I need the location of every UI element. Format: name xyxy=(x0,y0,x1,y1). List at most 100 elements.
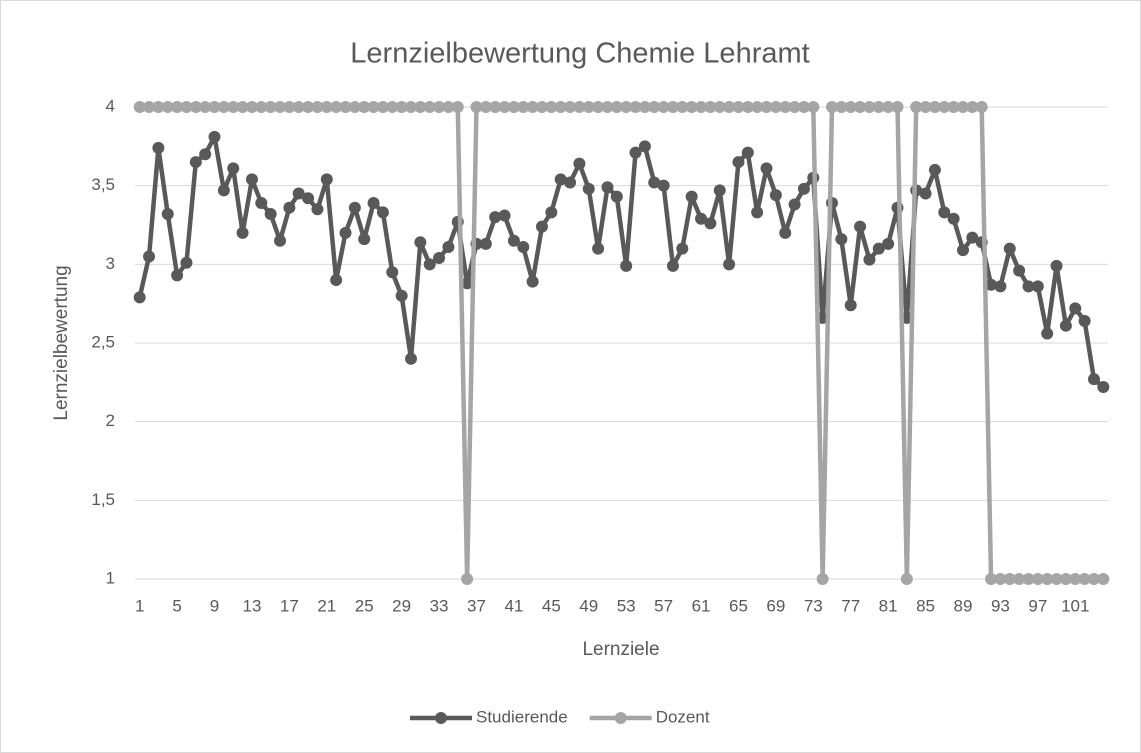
data-point xyxy=(1059,573,1072,585)
data-point xyxy=(723,258,736,271)
data-point xyxy=(554,173,567,186)
data-point xyxy=(713,184,726,197)
data-point xyxy=(1041,327,1054,340)
data-point xyxy=(489,101,502,113)
data-point xyxy=(320,101,333,113)
data-point xyxy=(816,573,829,585)
data-point xyxy=(423,101,436,113)
data-point xyxy=(956,101,969,113)
x-tick-label: 29 xyxy=(392,596,411,615)
data-point xyxy=(461,573,474,585)
data-point xyxy=(264,207,277,220)
data-point xyxy=(433,252,446,265)
x-tick-label: 53 xyxy=(617,596,636,615)
data-point xyxy=(330,274,343,287)
data-point xyxy=(676,101,689,113)
legend-label: Dozent xyxy=(656,707,710,726)
data-point xyxy=(610,190,623,203)
data-point xyxy=(695,101,708,113)
data-point xyxy=(863,253,876,266)
x-tick-label: 73 xyxy=(804,596,823,615)
data-point xyxy=(620,259,633,272)
data-point xyxy=(601,181,614,194)
x-tick-label: 81 xyxy=(879,596,898,615)
x-tick-label: 57 xyxy=(654,596,673,615)
data-point xyxy=(152,141,165,154)
data-point xyxy=(751,206,764,219)
data-point xyxy=(854,220,867,233)
data-point xyxy=(1059,319,1072,332)
data-point xyxy=(227,101,240,113)
y-tick-label: 2,5 xyxy=(91,332,115,351)
data-point xyxy=(367,101,380,113)
data-point xyxy=(1003,242,1016,255)
data-point xyxy=(283,101,296,113)
data-point xyxy=(564,101,577,113)
data-point xyxy=(985,278,998,291)
data-point xyxy=(844,299,857,312)
data-point xyxy=(938,206,951,219)
data-point xyxy=(180,101,193,113)
data-point xyxy=(367,196,380,209)
data-point xyxy=(302,192,315,205)
data-point xyxy=(208,130,221,143)
data-point xyxy=(1031,280,1044,293)
data-point xyxy=(582,101,595,113)
data-point xyxy=(760,162,773,175)
data-point xyxy=(872,101,885,113)
y-tick-label: 2 xyxy=(106,411,115,430)
data-point xyxy=(835,101,848,113)
data-point xyxy=(414,236,427,249)
data-point xyxy=(274,234,287,247)
data-point xyxy=(423,258,436,271)
data-point xyxy=(554,101,567,113)
data-point xyxy=(171,101,184,113)
legend-marker xyxy=(435,712,447,724)
data-point xyxy=(339,226,352,239)
data-point xyxy=(535,220,548,233)
data-point xyxy=(648,176,661,189)
data-point xyxy=(339,101,352,113)
data-point xyxy=(274,101,287,113)
data-point xyxy=(947,212,960,225)
data-point xyxy=(1078,314,1091,327)
data-point xyxy=(208,101,221,113)
data-point xyxy=(1022,280,1035,293)
data-point xyxy=(713,101,726,113)
data-point xyxy=(479,237,492,250)
data-point xyxy=(1003,573,1016,585)
data-point xyxy=(629,101,642,113)
data-point xyxy=(404,101,417,113)
y-tick-label: 1 xyxy=(106,568,115,587)
x-tick-label: 85 xyxy=(916,596,935,615)
data-point xyxy=(919,187,932,200)
data-point xyxy=(152,101,165,113)
y-tick-label: 4 xyxy=(106,96,115,115)
data-point xyxy=(376,206,389,219)
data-point xyxy=(1013,573,1026,585)
data-point xyxy=(797,101,810,113)
data-point xyxy=(657,179,670,192)
data-point xyxy=(433,101,446,113)
data-point xyxy=(695,212,708,225)
data-point xyxy=(573,101,586,113)
data-point xyxy=(517,241,530,254)
x-tick-label: 77 xyxy=(841,596,860,615)
data-point xyxy=(292,101,305,113)
data-point xyxy=(947,101,960,113)
data-point xyxy=(348,201,361,214)
data-point xyxy=(704,101,717,113)
data-point xyxy=(797,182,810,195)
data-point xyxy=(1031,573,1044,585)
data-point xyxy=(975,101,988,113)
data-point xyxy=(966,231,979,244)
data-point xyxy=(264,101,277,113)
data-point xyxy=(498,209,511,222)
data-point xyxy=(133,101,146,113)
data-point xyxy=(788,198,801,211)
data-point xyxy=(330,101,343,113)
data-point xyxy=(507,234,520,247)
data-point xyxy=(180,256,193,269)
data-point xyxy=(1041,573,1054,585)
